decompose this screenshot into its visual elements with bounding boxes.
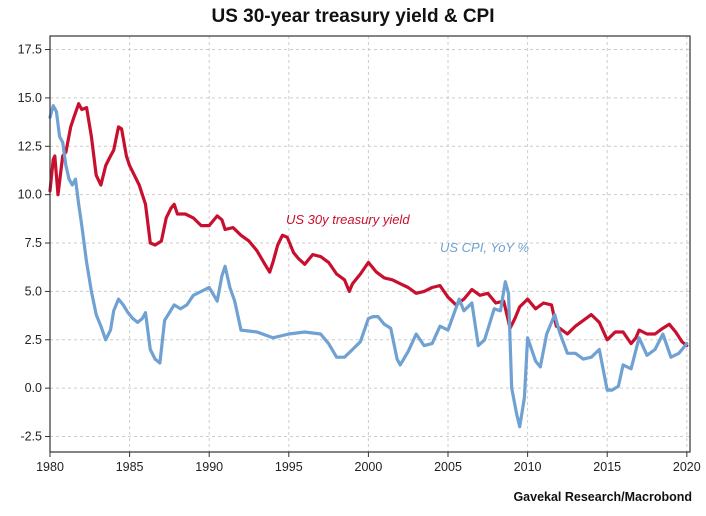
x-tick-label: 2010 — [514, 460, 542, 474]
y-tick-label: 10.0 — [18, 188, 42, 202]
y-tick-label: 17.5 — [18, 43, 42, 57]
y-tick-label: 12.5 — [18, 139, 42, 153]
series-label-cpi: US CPI, YoY % — [440, 240, 529, 255]
y-tick-label: 2.5 — [25, 333, 42, 347]
y-tick-label: -2.5 — [20, 430, 42, 444]
x-axis-ticks: 1980 1985 1990 1995 2000 2005 2010 2015 2020 — [36, 452, 701, 474]
x-tick-label: 1980 — [36, 460, 64, 474]
x-tick-label: 1985 — [116, 460, 144, 474]
series-label-yield: US 30y treasury yield — [286, 212, 410, 227]
x-tick-label: 2015 — [593, 460, 621, 474]
cpi-series-line — [48, 104, 689, 429]
x-tick-label: 1990 — [195, 460, 223, 474]
x-tick-label: 2000 — [355, 460, 383, 474]
y-tick-label: 15.0 — [18, 91, 42, 105]
x-tick-label: 2020 — [673, 460, 701, 474]
y-tick-label: 0.0 — [25, 381, 42, 395]
grid — [49, 36, 690, 452]
chart-source: Gavekal Research/Macrobond — [513, 490, 692, 504]
x-tick-label: 2005 — [434, 460, 462, 474]
plot-frame — [49, 35, 691, 453]
yield-series-line — [48, 102, 689, 348]
y-tick-label: 7.5 — [25, 236, 42, 250]
series-lines — [48, 102, 689, 429]
y-tick-label: 5.0 — [25, 284, 42, 298]
y-axis-ticks: -2.5 0.0 2.5 5.0 7.5 10.0 12.5 15.0 17.5 — [18, 43, 50, 444]
chart-title: US 30-year treasury yield & CPI — [211, 6, 495, 27]
x-tick-label: 1995 — [275, 460, 303, 474]
